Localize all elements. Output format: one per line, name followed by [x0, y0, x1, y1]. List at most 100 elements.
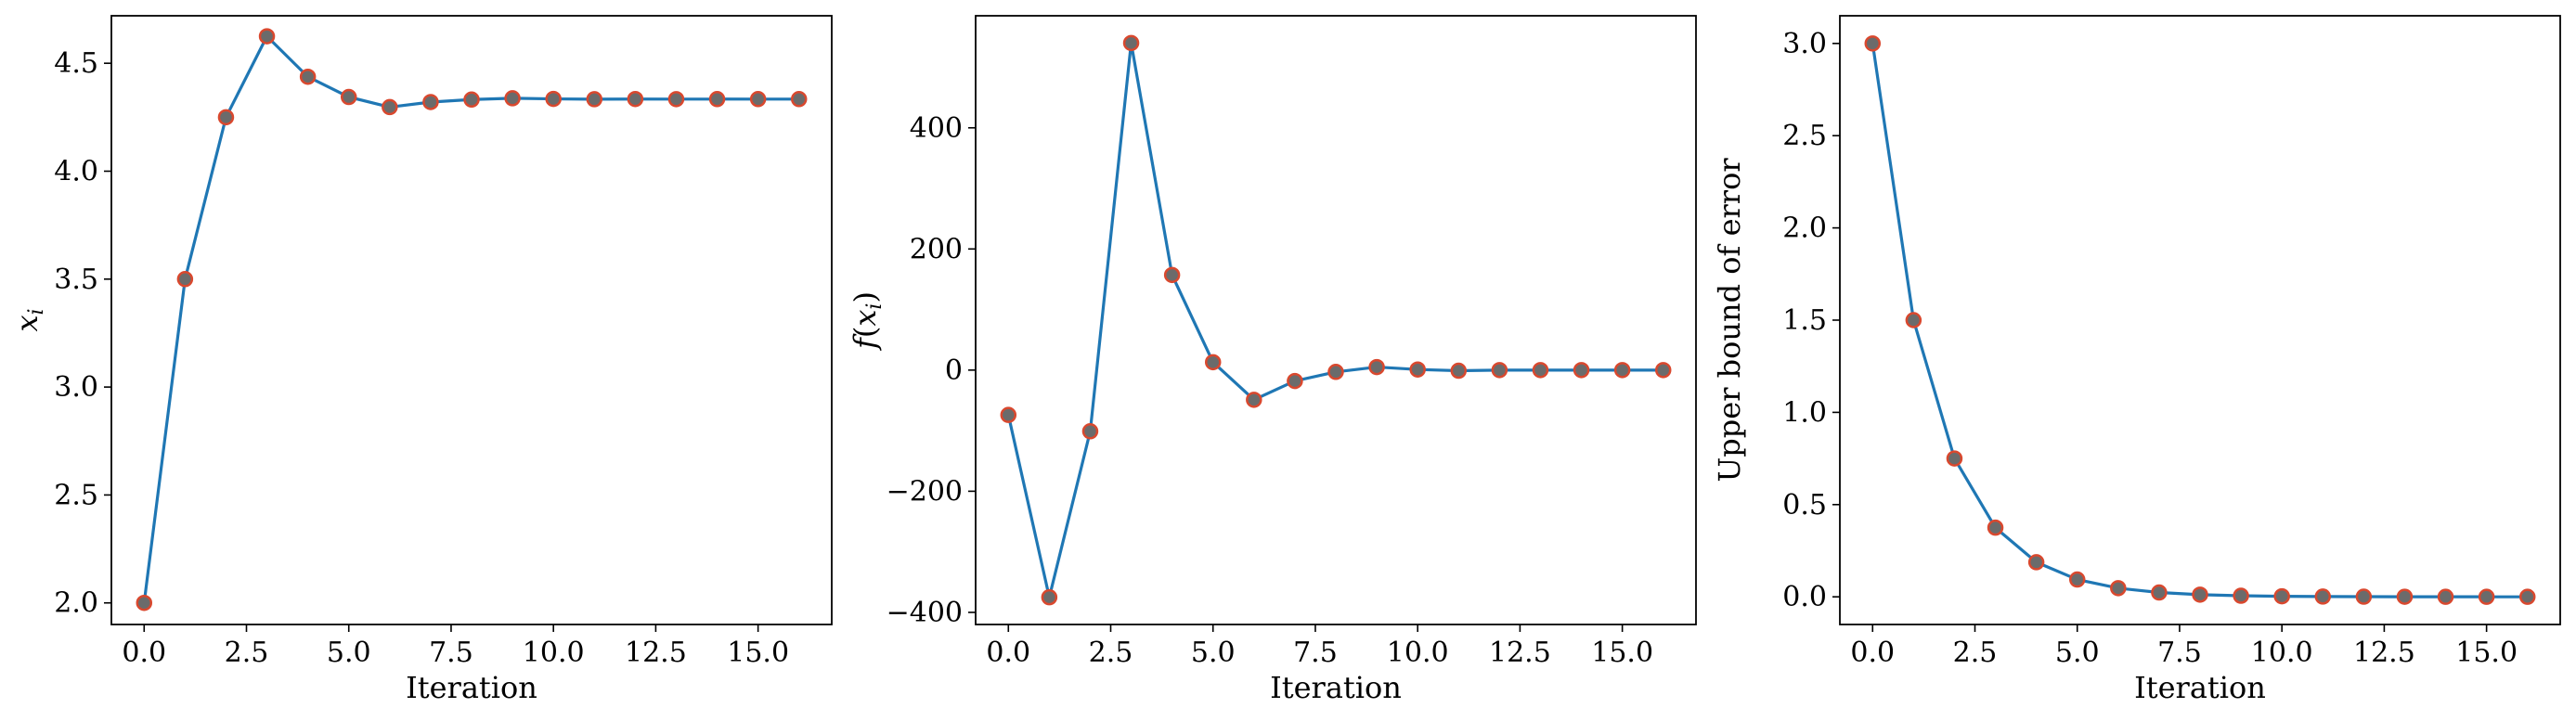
data-point — [340, 88, 357, 106]
x-tick-label: 15.0 — [727, 637, 789, 669]
x-tick-label: 5.0 — [327, 637, 371, 669]
data-point — [1946, 450, 1963, 467]
data-point — [504, 90, 521, 107]
data-point — [1905, 312, 1922, 328]
x-tick-label: 2.5 — [225, 637, 269, 669]
y-tick-label: 2.5 — [1782, 120, 1827, 152]
data-point — [1864, 35, 1882, 52]
x-tick-label: 12.5 — [2353, 637, 2415, 669]
y-tick-label: 200 — [910, 233, 963, 265]
data-point — [136, 594, 153, 611]
data-point — [790, 91, 808, 108]
data-point — [1204, 354, 1222, 371]
x-tick-label: 7.5 — [429, 637, 473, 669]
y-tick-label: 1.5 — [1782, 304, 1827, 337]
data-point — [463, 91, 480, 109]
x-tick-label: 10.0 — [523, 637, 585, 669]
plot-frame — [110, 15, 833, 625]
data-point — [2068, 571, 2086, 588]
data-point — [1081, 423, 1099, 440]
y-tick-label: 2.0 — [54, 587, 98, 620]
x-tick-label: 0.0 — [986, 637, 1030, 669]
y-tick-label: 2.0 — [1782, 212, 1827, 245]
y-tick-label: 2.5 — [54, 479, 98, 511]
x-tick-label: 15.0 — [2455, 637, 2518, 669]
data-point — [176, 271, 194, 288]
plot-frame — [1839, 15, 2561, 625]
data-point — [1613, 362, 1631, 379]
y-tick-label: 3.5 — [54, 264, 98, 296]
data-point — [1163, 266, 1181, 284]
x-tick-label: 10.0 — [2251, 637, 2313, 669]
x-tick-label: 2.5 — [1089, 637, 1133, 669]
y-axis-label: xi — [9, 308, 48, 331]
data-point — [2355, 588, 2373, 605]
data-point — [299, 68, 317, 85]
x-tick-label: 5.0 — [1191, 637, 1236, 669]
data-point — [1450, 362, 1468, 380]
data-point — [1000, 406, 1017, 423]
y-tick-label: 0.0 — [1782, 581, 1827, 613]
chart-panel-3: 0.0 2.5 5.0 7.5 10.0 12.5 15.0 0.0 0.5 1.0 1.5 2.0 2… — [1712, 15, 2561, 705]
x-axis-label: Iteration — [406, 670, 537, 705]
x-tick-label: 7.5 — [2157, 637, 2202, 669]
y-tick-label: 0 — [945, 354, 963, 387]
data-point — [749, 91, 767, 108]
x-axis-label: Iteration — [2134, 670, 2266, 705]
data-point — [1246, 392, 1262, 408]
data-point — [2233, 587, 2249, 604]
x-tick-label: 0.0 — [1850, 637, 1895, 669]
data-point — [2437, 588, 2454, 605]
x-tick-label: 5.0 — [2055, 637, 2100, 669]
y-tick-label: 400 — [910, 112, 963, 145]
data-point — [2192, 586, 2208, 603]
data-point — [545, 90, 562, 108]
data-point — [1287, 372, 1303, 390]
y-tick-label: −400 — [887, 597, 963, 629]
x-tick-label: 12.5 — [1489, 637, 1551, 669]
data-point — [1409, 361, 1426, 378]
x-axis-label: Iteration — [1270, 670, 1402, 705]
data-point — [2478, 588, 2495, 605]
data-point — [2518, 588, 2536, 605]
chart-panel-2: 0.0 2.5 5.0 7.5 10.0 12.5 15.0 −400 −200 0 200 400 I… — [848, 15, 1697, 705]
data-point — [1327, 364, 1344, 380]
y-tick-label: 3.0 — [1782, 28, 1827, 60]
data-point — [1654, 362, 1672, 379]
data-point — [1122, 34, 1140, 52]
x-tick-label: 7.5 — [1293, 637, 1338, 669]
y-axis-label: Upper bound of error — [1712, 158, 1747, 483]
x-tick-label: 10.0 — [1387, 637, 1449, 669]
data-point — [1368, 358, 1385, 376]
data-point — [422, 94, 439, 110]
data-point — [2314, 588, 2332, 605]
y-tick-label: 4.5 — [54, 47, 98, 80]
x-tick-label: 0.0 — [122, 637, 166, 669]
data-point — [1987, 519, 2004, 536]
y-tick-label: 4.0 — [54, 155, 98, 187]
y-axis-label: f(xi) — [848, 291, 887, 351]
x-tick-label: 2.5 — [1953, 637, 1998, 669]
plot-frame — [975, 15, 1697, 625]
data-point — [2151, 584, 2168, 601]
y-tick-label: 3.0 — [54, 371, 98, 404]
data-point — [627, 90, 644, 108]
data-point — [1532, 362, 1549, 379]
y-tick-label: −200 — [887, 475, 963, 508]
data-point — [667, 91, 685, 108]
x-tick-label: 15.0 — [1591, 637, 1653, 669]
data-point — [1491, 362, 1508, 379]
data-point — [1573, 362, 1590, 379]
y-tick-label: 0.5 — [1782, 489, 1827, 521]
data-point — [708, 91, 726, 108]
data-point — [586, 91, 603, 108]
data-point — [258, 28, 276, 45]
chart-panel-1: 0.0 2.5 5.0 7.5 10.0 12.5 15.0 2.0 2.5 3.0 3.5 4.0 4… — [9, 15, 833, 705]
data-point — [2027, 554, 2045, 571]
data-point — [217, 109, 235, 126]
data-point — [382, 98, 398, 116]
data-point — [1041, 588, 1058, 606]
data-point — [2110, 580, 2127, 597]
y-tick-label: 1.0 — [1782, 396, 1827, 429]
